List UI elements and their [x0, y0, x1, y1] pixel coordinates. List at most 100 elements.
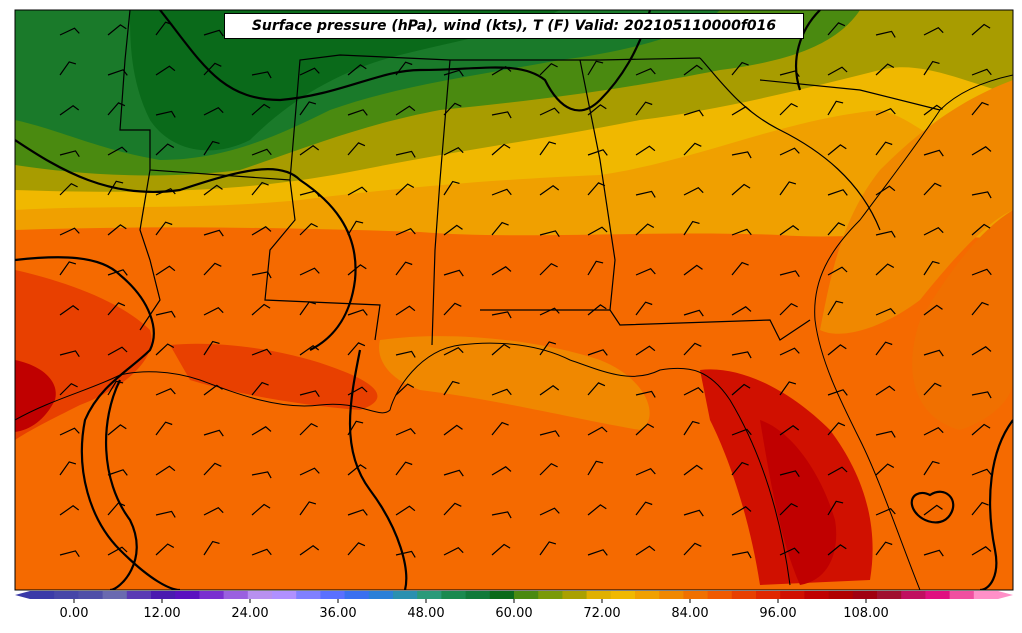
colorbar-swatch [199, 591, 225, 599]
wind-barb [875, 541, 893, 556]
colorbar-swatch [223, 591, 249, 599]
wind-barb [299, 345, 320, 356]
colorbar-swatch [780, 591, 805, 599]
wind-barb [107, 146, 128, 156]
wind-barb [731, 351, 752, 359]
wind-barb [635, 467, 656, 476]
wind-barb [299, 467, 320, 476]
wind-barb [827, 144, 847, 156]
wind-barb [779, 547, 800, 556]
wind-barb [923, 382, 942, 396]
wind-barb [635, 145, 656, 156]
wind-barb [923, 304, 943, 316]
colorbar-swatch [417, 591, 442, 599]
wind-barb [491, 188, 512, 196]
wind-barb [491, 543, 511, 556]
map-title: Surface pressure (hPa), wind (kts), T (F… [224, 13, 804, 39]
wind-barb [539, 230, 560, 238]
wind-barb [875, 307, 896, 316]
wind-barb [107, 302, 126, 316]
wind-barb [875, 30, 896, 38]
wind-barb [971, 501, 989, 516]
wind-barb [587, 549, 608, 556]
wind-barb [875, 230, 896, 238]
wind-barb [731, 61, 749, 76]
wind-barb [59, 61, 77, 76]
wind-barb [443, 424, 463, 436]
wind-barb [971, 391, 992, 399]
wind-barb [443, 224, 463, 236]
wind-barb [203, 62, 222, 76]
wind-barb [587, 304, 607, 316]
wind-barb [299, 190, 320, 198]
wind-barb [827, 544, 847, 556]
wind-barb [59, 105, 80, 116]
wind-barb [251, 348, 272, 356]
wind-barb [107, 502, 126, 516]
wind-barb [107, 24, 127, 36]
wind-barb [347, 464, 367, 476]
wind-barb [203, 429, 224, 437]
wind-barb [971, 468, 992, 476]
colorbar-tick-label: 48.00 [407, 606, 445, 621]
temperature-band-red-louisiana [170, 343, 378, 410]
wind-barb [347, 186, 368, 196]
isobars [15, 10, 1013, 590]
colorbar-swatch [683, 591, 709, 599]
wind-barb [587, 149, 608, 156]
colorbar-tick-label: 84.00 [671, 606, 709, 621]
wind-barb [587, 260, 604, 276]
wind-barb [779, 225, 800, 236]
wind-barb [203, 29, 224, 37]
wind-barb [779, 181, 797, 196]
wind-barb [539, 462, 558, 476]
colorbar-swatch [126, 591, 152, 599]
wind-barb [539, 341, 557, 356]
wind-barb [731, 228, 752, 236]
colorbar-swatch [562, 591, 588, 599]
wind-barb [875, 185, 896, 196]
colorbar-swatch [54, 591, 79, 599]
wind-barb [491, 466, 512, 476]
wind-barb [395, 61, 413, 76]
wind-barb [635, 345, 656, 356]
wind-barb [539, 185, 560, 196]
temperature-band-atlantic-orange [912, 210, 1013, 430]
wind-barb [923, 104, 943, 116]
wind-barb [827, 266, 848, 276]
wind-barb [635, 101, 653, 116]
wind-barb [107, 180, 124, 196]
wind-barb [203, 229, 224, 237]
colorbar-swatch [30, 591, 55, 599]
wind-barb [779, 70, 800, 78]
state-borders [119, 10, 941, 346]
wind-barb [491, 111, 512, 119]
wind-barb [875, 107, 896, 116]
colorbar-tick-label: 36.00 [319, 606, 357, 621]
wind-barb [491, 266, 512, 276]
wind-barb [251, 471, 272, 479]
wind-barb [251, 271, 272, 279]
wind-barb [107, 380, 124, 396]
wind-barb [395, 505, 416, 516]
wind-barb [107, 224, 127, 236]
wind-barb [59, 150, 80, 158]
wind-barb [779, 302, 798, 316]
colorbar-tick-label: 60.00 [495, 606, 533, 621]
wind-barb [683, 420, 700, 436]
wind-barb [491, 343, 511, 356]
wind-barb [59, 227, 80, 236]
colorbar-swatch [272, 591, 297, 599]
wind-barb [683, 309, 704, 317]
wind-barb [347, 220, 364, 236]
wind-barb [299, 267, 320, 276]
wind-barb [875, 385, 896, 396]
wind-barb [107, 469, 128, 476]
wind-barb [443, 469, 464, 477]
colorbar-tick-label: 108.00 [843, 606, 889, 621]
wind-barb [731, 306, 752, 316]
wind-barb [155, 143, 175, 156]
wind-barb [347, 509, 368, 516]
wind-barb [59, 305, 80, 316]
wind-barb [299, 422, 318, 436]
